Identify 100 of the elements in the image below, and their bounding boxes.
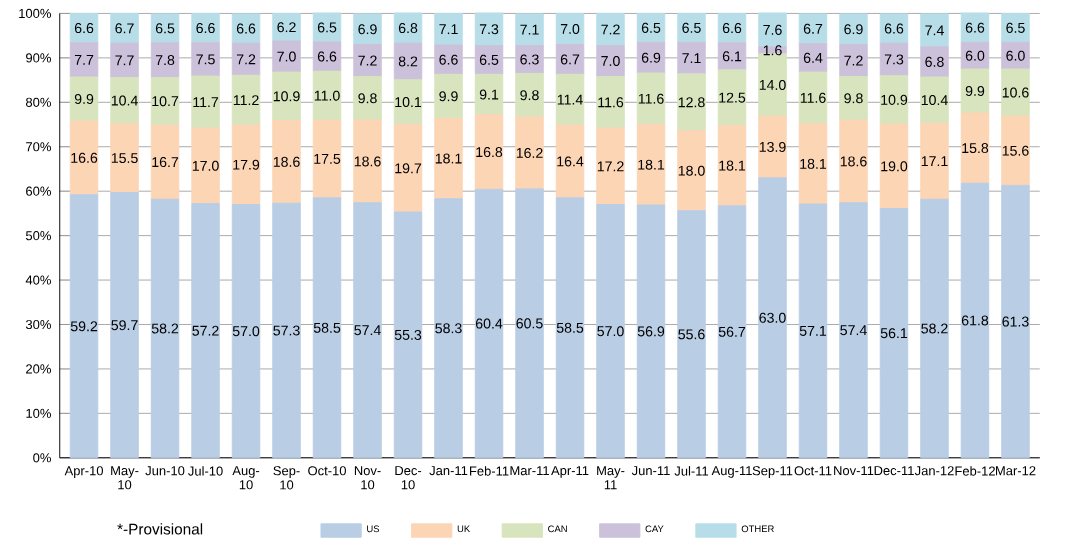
data-label: 18.1	[435, 153, 462, 164]
data-label: 7.0	[560, 24, 580, 35]
data-label: 60.5	[516, 318, 543, 329]
data-label: 11.2	[233, 95, 259, 106]
data-label: 16.4	[557, 156, 584, 167]
data-label: 7.5	[196, 54, 215, 65]
data-label: 9.8	[520, 90, 539, 101]
x-tick-label: Aug-10	[232, 466, 260, 490]
data-label: 6.3	[520, 54, 539, 65]
data-label: 6.9	[844, 24, 863, 35]
bar	[393, 42, 423, 81]
data-label: 6.7	[115, 23, 134, 34]
x-tick-label: Feb-11	[470, 466, 509, 476]
bar	[393, 124, 423, 213]
data-label: 60.4	[475, 318, 503, 329]
data-label: 57.2	[192, 325, 219, 336]
data-label: 57.4	[354, 325, 381, 336]
y-tick-label: 50%	[25, 231, 51, 241]
data-label: 58.2	[151, 323, 179, 334]
data-label: 7.0	[277, 51, 296, 62]
data-label: 11.6	[638, 93, 664, 104]
data-label: 6.6	[236, 23, 256, 34]
bar	[110, 192, 139, 459]
bar	[636, 204, 666, 459]
data-label: 6.6	[884, 23, 904, 34]
data-label: 17.9	[233, 159, 260, 170]
bar	[677, 41, 706, 75]
data-label: 9.1	[479, 89, 499, 100]
data-label: 59.7	[111, 320, 138, 331]
y-tick-label: 70%	[26, 142, 51, 152]
data-label: 18.1	[719, 160, 746, 171]
y-tick-label: 20%	[26, 364, 51, 374]
bar	[596, 45, 625, 78]
bar	[272, 202, 301, 459]
bar	[150, 42, 180, 79]
bar	[960, 112, 990, 184]
bar	[515, 45, 544, 75]
data-label: 10.7	[152, 96, 179, 107]
bar	[798, 203, 828, 459]
data-label: 11.6	[800, 92, 826, 103]
bar	[312, 197, 342, 459]
data-label: 18.0	[678, 165, 705, 176]
x-tick-label: Oct-11	[794, 466, 832, 476]
data-label: 8.2	[398, 56, 418, 67]
x-tick-label: Aug-11	[711, 466, 752, 478]
bar	[474, 73, 504, 116]
data-label: 57.4	[840, 325, 867, 336]
data-label: 7.2	[601, 24, 620, 35]
bar	[677, 210, 706, 459]
bar	[110, 77, 139, 125]
legend-label: US	[367, 525, 380, 533]
bar	[150, 198, 180, 459]
bar	[920, 122, 949, 200]
bar	[434, 13, 463, 46]
data-label: 16.6	[71, 152, 98, 163]
data-label: 7.1	[439, 24, 458, 35]
bar	[69, 120, 99, 196]
bar	[1001, 185, 1030, 459]
bar	[191, 203, 220, 459]
data-label: 6.0	[965, 50, 985, 61]
bar	[353, 119, 382, 204]
bar	[555, 44, 585, 75]
data-label: 10.9	[881, 94, 908, 105]
bar	[839, 119, 868, 204]
data-label: 7.2	[236, 54, 256, 65]
data-label: 6.4	[803, 52, 823, 64]
bar	[920, 198, 949, 459]
bar	[758, 115, 787, 179]
data-label: 12.5	[719, 92, 746, 103]
bar	[636, 124, 666, 206]
x-tick-label: Oct-10	[308, 466, 346, 476]
bar	[434, 44, 463, 75]
bar	[596, 76, 625, 129]
data-label: 58.3	[435, 323, 462, 334]
bar	[555, 73, 585, 126]
x-tick-label: Sep-11	[752, 466, 793, 479]
data-label: 15.8	[962, 143, 989, 154]
bar	[717, 69, 747, 127]
data-label: 18.6	[840, 156, 867, 167]
bar	[110, 42, 139, 79]
data-label: 7.1	[682, 53, 701, 64]
data-label: 7.2	[844, 55, 863, 66]
data-label: 18.1	[638, 159, 665, 170]
x-tick-label: Mar-12	[996, 466, 1036, 476]
data-label: 56.7	[718, 326, 746, 337]
bar	[474, 114, 504, 190]
data-label: 7.3	[884, 54, 904, 65]
data-label: 15.6	[1002, 145, 1029, 156]
bar	[110, 123, 139, 194]
bar	[879, 13, 909, 44]
bar	[231, 204, 261, 459]
data-label: 55.3	[394, 330, 422, 341]
bar	[110, 13, 139, 44]
data-label: 57.1	[799, 326, 827, 336]
data-label: 55.6	[678, 329, 705, 340]
bar	[191, 127, 220, 205]
data-label: 58.5	[313, 322, 341, 333]
legend-label: CAY	[645, 525, 664, 533]
x-tick-label: Jan-11	[429, 466, 468, 476]
bar	[272, 120, 301, 204]
